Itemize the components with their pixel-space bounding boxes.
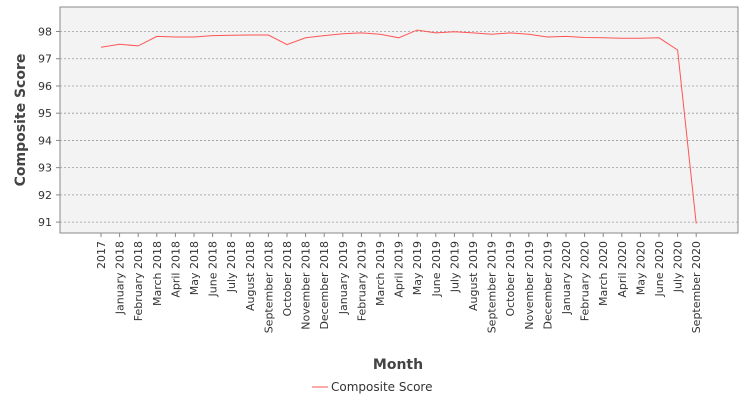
y-tick-label: 93 (38, 162, 52, 175)
x-tick-label: 2017 (95, 241, 108, 269)
x-tick-label: October 2019 (504, 241, 517, 317)
legend: Composite Score (312, 380, 432, 394)
x-tick-label: August 2018 (244, 241, 257, 311)
y-tick-label: 95 (38, 107, 52, 120)
series-line (100, 29, 697, 224)
x-tick-label: November 2019 (523, 241, 536, 330)
x-tick-label: June 2019 (430, 241, 443, 297)
x-tick-label: September 2020 (690, 241, 703, 333)
x-tick-label: November 2018 (300, 241, 313, 330)
y-tick-label: 96 (38, 80, 52, 93)
x-tick-label: July 2018 (225, 241, 238, 293)
x-tick-label: January 2018 (114, 241, 127, 315)
x-tick-label: August 2019 (467, 241, 480, 311)
x-tick-label: April 2020 (616, 241, 629, 298)
y-tick-label: 92 (38, 189, 52, 202)
y-tick-label: 94 (38, 134, 52, 147)
series-layer (100, 29, 697, 224)
x-tick-label: February 2020 (579, 241, 592, 321)
plot-area (59, 6, 739, 234)
x-tick-label: February 2019 (355, 241, 368, 321)
y-axis-title: Composite Score (13, 54, 29, 187)
y-tick-label: 91 (38, 216, 52, 229)
x-tick-label: April 2018 (169, 241, 182, 298)
y-tick-label: 98 (38, 26, 52, 39)
x-tick-label: January 2019 (337, 241, 350, 315)
grid-lines (60, 31, 738, 223)
x-tick-label: January 2020 (560, 241, 573, 315)
x-tick-label: April 2019 (393, 241, 406, 298)
x-tick-label: October 2018 (281, 241, 294, 317)
x-tick-label: September 2018 (262, 241, 275, 333)
y-axis: 91 92 93 94 95 96 97 98 (38, 26, 60, 229)
x-axis: 2017 January 2018 February 2018 March 2018 A… (95, 233, 703, 333)
x-tick-label: September 2019 (486, 241, 499, 333)
x-tick-label: June 2020 (653, 241, 666, 297)
x-axis-title: Month (373, 357, 423, 373)
x-tick-label: March 2019 (374, 241, 387, 306)
x-tick-label: December 2019 (541, 241, 554, 330)
x-tick-label: July 2019 (448, 241, 461, 293)
x-tick-label: May 2020 (634, 241, 647, 295)
x-tick-label: June 2018 (207, 241, 220, 297)
x-tick-label: March 2018 (151, 241, 164, 306)
x-tick-label: February 2018 (132, 241, 145, 321)
x-tick-label: May 2019 (411, 241, 424, 295)
x-tick-label: March 2020 (597, 241, 610, 306)
y-tick-label: 97 (38, 53, 52, 66)
legend-label: Composite Score (331, 380, 432, 394)
x-tick-label: May 2018 (188, 241, 201, 295)
x-tick-label: December 2018 (318, 241, 331, 330)
x-tick-label: July 2020 (672, 241, 685, 293)
